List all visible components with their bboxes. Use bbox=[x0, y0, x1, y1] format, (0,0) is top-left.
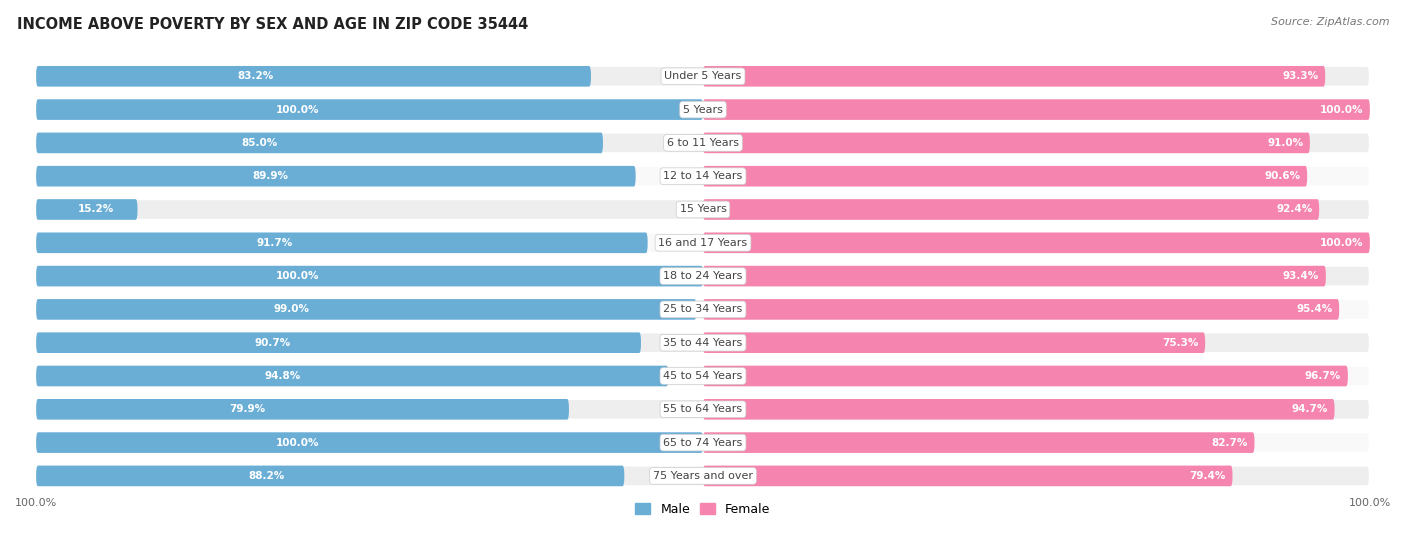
Text: 88.2%: 88.2% bbox=[249, 471, 285, 481]
Text: 94.8%: 94.8% bbox=[264, 371, 301, 381]
Text: Source: ZipAtlas.com: Source: ZipAtlas.com bbox=[1271, 17, 1389, 27]
Text: 12 to 14 Years: 12 to 14 Years bbox=[664, 171, 742, 181]
Text: 15.2%: 15.2% bbox=[79, 204, 114, 214]
Text: 91.0%: 91.0% bbox=[1267, 138, 1303, 148]
FancyBboxPatch shape bbox=[37, 133, 1369, 153]
FancyBboxPatch shape bbox=[703, 233, 1369, 253]
FancyBboxPatch shape bbox=[37, 199, 138, 220]
Text: 94.7%: 94.7% bbox=[1292, 405, 1327, 414]
FancyBboxPatch shape bbox=[37, 365, 668, 386]
Text: 99.0%: 99.0% bbox=[274, 305, 309, 314]
Text: 100.0%: 100.0% bbox=[1320, 238, 1364, 248]
Legend: Male, Female: Male, Female bbox=[630, 498, 776, 521]
FancyBboxPatch shape bbox=[37, 299, 1369, 320]
FancyBboxPatch shape bbox=[37, 333, 1369, 353]
Text: 55 to 64 Years: 55 to 64 Years bbox=[664, 405, 742, 414]
Text: 25 to 34 Years: 25 to 34 Years bbox=[664, 305, 742, 314]
FancyBboxPatch shape bbox=[37, 465, 624, 486]
Text: 82.7%: 82.7% bbox=[1212, 437, 1249, 448]
FancyBboxPatch shape bbox=[703, 465, 1233, 486]
FancyBboxPatch shape bbox=[703, 133, 1310, 153]
FancyBboxPatch shape bbox=[703, 199, 1319, 220]
Text: 65 to 74 Years: 65 to 74 Years bbox=[664, 437, 742, 448]
FancyBboxPatch shape bbox=[37, 299, 696, 320]
FancyBboxPatch shape bbox=[37, 199, 1369, 220]
Text: 16 and 17 Years: 16 and 17 Years bbox=[658, 238, 748, 248]
FancyBboxPatch shape bbox=[37, 432, 703, 453]
Text: 100.0%: 100.0% bbox=[1320, 104, 1364, 114]
FancyBboxPatch shape bbox=[37, 333, 641, 353]
Text: 18 to 24 Years: 18 to 24 Years bbox=[664, 271, 742, 281]
Text: 5 Years: 5 Years bbox=[683, 104, 723, 114]
Text: 95.4%: 95.4% bbox=[1296, 305, 1333, 314]
Text: 90.6%: 90.6% bbox=[1264, 171, 1301, 181]
FancyBboxPatch shape bbox=[37, 133, 603, 153]
FancyBboxPatch shape bbox=[703, 333, 1205, 353]
Text: 96.7%: 96.7% bbox=[1305, 371, 1341, 381]
FancyBboxPatch shape bbox=[37, 266, 703, 286]
FancyBboxPatch shape bbox=[703, 66, 1326, 86]
Text: 79.4%: 79.4% bbox=[1189, 471, 1226, 481]
FancyBboxPatch shape bbox=[37, 399, 1369, 420]
Text: 15 Years: 15 Years bbox=[679, 204, 727, 214]
FancyBboxPatch shape bbox=[37, 166, 636, 186]
FancyBboxPatch shape bbox=[37, 99, 703, 120]
Text: 93.4%: 93.4% bbox=[1282, 271, 1319, 281]
FancyBboxPatch shape bbox=[37, 465, 1369, 486]
FancyBboxPatch shape bbox=[37, 66, 591, 86]
FancyBboxPatch shape bbox=[37, 266, 1369, 286]
Text: 90.7%: 90.7% bbox=[254, 338, 291, 348]
FancyBboxPatch shape bbox=[703, 299, 1339, 320]
Text: 92.4%: 92.4% bbox=[1277, 204, 1313, 214]
FancyBboxPatch shape bbox=[703, 432, 1254, 453]
FancyBboxPatch shape bbox=[703, 266, 1326, 286]
FancyBboxPatch shape bbox=[703, 365, 1348, 386]
FancyBboxPatch shape bbox=[37, 432, 1369, 453]
FancyBboxPatch shape bbox=[37, 233, 1369, 253]
Text: 45 to 54 Years: 45 to 54 Years bbox=[664, 371, 742, 381]
Text: 100.0%: 100.0% bbox=[276, 104, 319, 114]
FancyBboxPatch shape bbox=[703, 99, 1369, 120]
Text: 93.3%: 93.3% bbox=[1282, 71, 1319, 81]
Text: 75 Years and over: 75 Years and over bbox=[652, 471, 754, 481]
Text: 6 to 11 Years: 6 to 11 Years bbox=[666, 138, 740, 148]
Text: 35 to 44 Years: 35 to 44 Years bbox=[664, 338, 742, 348]
Text: 83.2%: 83.2% bbox=[238, 71, 273, 81]
Text: 79.9%: 79.9% bbox=[229, 405, 266, 414]
FancyBboxPatch shape bbox=[703, 399, 1334, 420]
FancyBboxPatch shape bbox=[37, 166, 1369, 186]
FancyBboxPatch shape bbox=[37, 233, 648, 253]
Text: 85.0%: 85.0% bbox=[242, 138, 277, 148]
Text: 91.7%: 91.7% bbox=[257, 238, 292, 248]
FancyBboxPatch shape bbox=[37, 365, 1369, 386]
Text: 100.0%: 100.0% bbox=[276, 437, 319, 448]
Text: INCOME ABOVE POVERTY BY SEX AND AGE IN ZIP CODE 35444: INCOME ABOVE POVERTY BY SEX AND AGE IN Z… bbox=[17, 17, 529, 32]
Text: 100.0%: 100.0% bbox=[276, 271, 319, 281]
Text: 89.9%: 89.9% bbox=[253, 171, 288, 181]
Text: Under 5 Years: Under 5 Years bbox=[665, 71, 741, 81]
FancyBboxPatch shape bbox=[703, 166, 1308, 186]
Text: 75.3%: 75.3% bbox=[1163, 338, 1198, 348]
FancyBboxPatch shape bbox=[37, 99, 1369, 120]
FancyBboxPatch shape bbox=[37, 399, 569, 420]
FancyBboxPatch shape bbox=[37, 66, 1369, 86]
